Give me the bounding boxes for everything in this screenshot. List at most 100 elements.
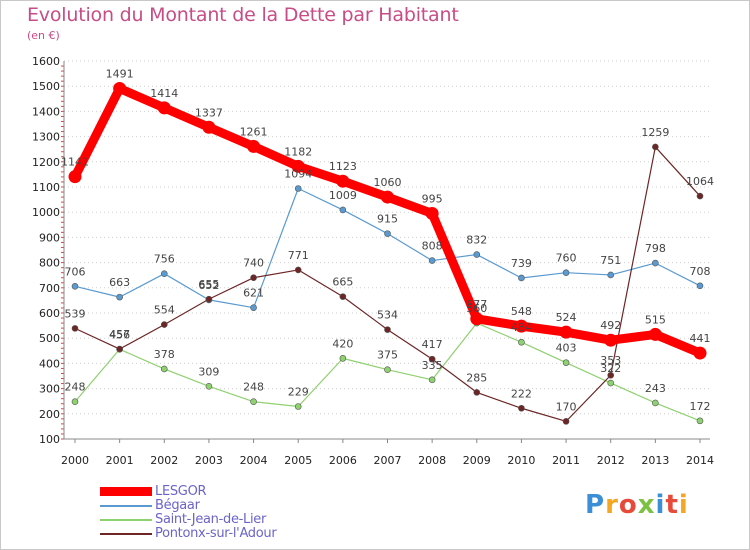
data-point-0-2006 (336, 174, 350, 188)
legend-swatch-lesgor (100, 487, 152, 496)
data-point-2-2013 (652, 399, 659, 407)
data-point-0-2003 (202, 120, 216, 134)
data-point-2-2014 (696, 417, 704, 425)
data-point-2-2003 (205, 383, 213, 390)
data-point-1-2005 (294, 185, 302, 192)
data-label-0-2007: 1060 (374, 176, 402, 189)
x-tick-label-2009: 2009 (463, 454, 491, 467)
data-point-0-2010 (514, 319, 528, 333)
data-label-3-2010: 222 (511, 387, 532, 400)
data-point-3-2012 (607, 371, 615, 379)
x-tick-label-2011: 2011 (552, 454, 580, 467)
logo-letter: i (678, 490, 689, 520)
data-label-1-2000: 706 (65, 265, 86, 278)
data-point-2-2000 (71, 398, 79, 406)
x-tick-label-2004: 2004 (240, 454, 268, 467)
data-label-1-2004: 621 (243, 287, 264, 300)
data-label-0-2014: 441 (690, 332, 711, 345)
data-label-1-2010: 739 (511, 257, 532, 270)
data-label-2-2005: 229 (288, 385, 309, 398)
y-tick-label-1400: 1400 (32, 105, 60, 118)
data-point-2-2010 (518, 338, 525, 346)
data-point-1-2004 (250, 304, 257, 312)
y-tick-label-500: 500 (39, 332, 60, 345)
data-point-0-2004 (247, 139, 261, 153)
series-line-1 (74, 187, 701, 309)
data-label-3-2007: 534 (377, 309, 398, 322)
x-tick-label-2006: 2006 (329, 454, 357, 467)
data-point-1-2013 (652, 259, 659, 267)
chart-unit: (en €) (27, 29, 60, 42)
data-point-1-2008 (428, 257, 436, 264)
data-label-1-2009: 832 (466, 234, 487, 247)
data-point-2-2011 (562, 359, 570, 366)
y-tick-label-1000: 1000 (32, 206, 60, 219)
data-point-0-2009 (470, 312, 484, 326)
data-point-0-2011 (559, 325, 573, 339)
data-point-1-2010 (518, 274, 525, 282)
data-label-0-2010: 548 (511, 305, 532, 318)
data-point-3-2006 (339, 293, 347, 300)
data-point-3-2003 (205, 295, 213, 303)
data-label-3-2013: 1259 (641, 126, 669, 139)
data-label-0-2002: 1414 (150, 87, 178, 100)
data-label-3-2000: 539 (65, 307, 86, 320)
data-point-3-2001 (116, 345, 123, 353)
y-tick-label-400: 400 (39, 357, 60, 370)
data-label-3-2012: 353 (600, 354, 621, 367)
data-label-2-2013: 243 (645, 382, 666, 395)
data-label-1-2002: 756 (154, 253, 175, 266)
data-point-2-2005 (294, 403, 302, 410)
data-label-2-2008: 335 (422, 359, 443, 372)
data-point-0-2001 (113, 81, 127, 95)
data-label-0-2005: 1182 (284, 145, 312, 158)
data-label-2-2014: 172 (690, 400, 711, 413)
data-point-3-2004 (250, 274, 257, 282)
data-point-1-2014 (696, 282, 704, 290)
data-label-2-2001: 456 (109, 328, 130, 341)
data-label-0-2003: 1337 (195, 106, 223, 119)
data-labels: 1141 1491 1414 1337 1261 1182 1123 1060 995 577 54… (61, 67, 714, 413)
data-point-0-2014 (693, 346, 707, 360)
data-point-3-2014 (696, 192, 704, 200)
data-label-3-2003: 655 (198, 278, 219, 291)
data-point-0-2000 (68, 170, 82, 184)
y-tick-label-800: 800 (39, 257, 60, 270)
data-label-1-2008: 808 (422, 240, 443, 253)
y-tick-label-1500: 1500 (32, 80, 60, 93)
data-label-1-2014: 708 (690, 265, 711, 278)
data-label-2-2009: 560 (466, 302, 487, 315)
data-label-3-2005: 771 (288, 249, 309, 262)
data-label-1-2011: 760 (556, 252, 577, 265)
data-point-2-2008 (428, 376, 436, 384)
data-label-0-2009: 577 (466, 298, 487, 311)
data-label-1-2012: 751 (600, 254, 621, 267)
x-tick-label-2007: 2007 (374, 454, 402, 467)
data-point-0-2008 (425, 206, 439, 220)
data-point-0-2013 (648, 327, 662, 341)
data-point-3-2000 (71, 325, 79, 332)
x-tick-label-2001: 2001 (106, 454, 134, 467)
logo-letter: P (585, 490, 606, 520)
data-label-2-2002: 378 (154, 348, 175, 361)
x-tick-label-2002: 2002 (150, 454, 178, 467)
data-label-1-2006: 1009 (329, 189, 357, 202)
data-point-1-2012 (607, 271, 615, 279)
data-point-2-2012 (607, 379, 615, 387)
data-label-3-2008: 417 (422, 338, 443, 351)
data-label-1-2005: 1094 (284, 168, 312, 181)
x-tick-label-2005: 2005 (284, 454, 312, 467)
y-tick-label-700: 700 (39, 282, 60, 295)
logo-letter: r (605, 490, 619, 520)
data-point-1-2006 (339, 206, 347, 214)
data-label-1-2001: 663 (109, 276, 130, 289)
data-point-3-2009 (473, 389, 481, 396)
data-point-3-2008 (428, 355, 436, 363)
data-label-2-2000: 248 (65, 381, 86, 394)
y-tick-label-1600: 1600 (32, 55, 60, 68)
x-tick-label-2013: 2013 (641, 454, 669, 467)
data-label-0-2004: 1261 (240, 125, 268, 138)
x-tick-label-2014: 2014 (686, 454, 714, 467)
data-label-1-2007: 915 (377, 213, 398, 226)
y-tick-label-600: 600 (39, 307, 60, 320)
